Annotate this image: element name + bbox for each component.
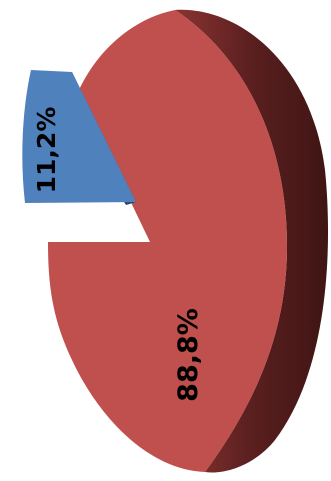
slice-label-11: 11,2%	[32, 107, 61, 194]
pie-slice-88-side	[175, 9, 329, 473]
pie-slice-88-top	[48, 10, 288, 472]
pie-slice-11-top	[22, 70, 137, 203]
slice-label-88: 88,8%	[173, 308, 204, 402]
